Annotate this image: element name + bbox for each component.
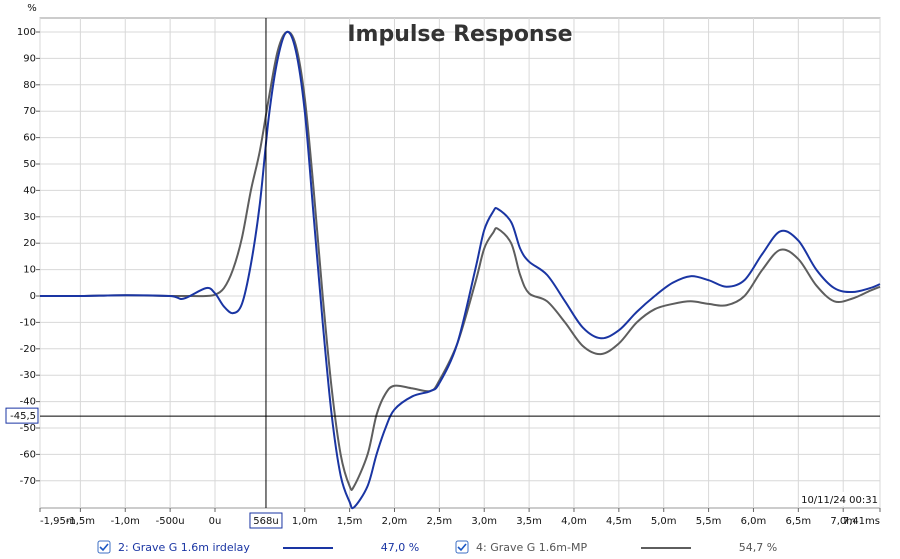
y-tick-label: -70: [20, 476, 36, 487]
y-tick-label: -10: [20, 317, 36, 328]
plot-area: [39, 17, 881, 509]
x-tick-label: 5,0m: [651, 516, 677, 527]
x-tick-label: 7,41ms: [843, 516, 880, 527]
timestamp-bg: [800, 492, 878, 506]
y-tick-label: 60: [23, 133, 36, 144]
cursor-y-label: -45,5: [10, 411, 36, 422]
legend: 2: Grave G 1.6m irdelay 47,0 % 4: Grave G …: [97, 540, 777, 554]
x-tick-label: 2,0m: [382, 516, 408, 527]
y-tick-label: 70: [23, 106, 36, 117]
y-tick-label: -50: [20, 423, 36, 434]
y-tick-label: 90: [23, 53, 36, 64]
x-tick-label: 3,0m: [471, 516, 497, 527]
x-tick-label: 3,5m: [516, 516, 542, 527]
legend-percent: 54,7 %: [739, 541, 777, 554]
cursor-y-box: [5, 407, 39, 424]
x-tick-label: 2,5m: [427, 516, 453, 527]
y-tick-label: 30: [23, 212, 36, 223]
curves: [39, 30, 881, 510]
series-line: [39, 30, 881, 510]
y-tick-label: 20: [23, 238, 36, 249]
timestamp: 10/11/24 00:31: [801, 495, 878, 506]
y-tick-label: 50: [23, 159, 36, 170]
legend-percent: 47,0 %: [381, 541, 419, 554]
x-tick-label: 1,5m: [337, 516, 363, 527]
grid: [39, 18, 881, 508]
x-tick-label: -1,5m: [66, 516, 95, 527]
y-axis-label: %: [27, 3, 37, 14]
legend-name: 4: Grave G 1.6m-MP: [476, 541, 587, 554]
x-tick-label: 1,0m: [292, 516, 318, 527]
legend-checkbox[interactable]: [97, 540, 111, 554]
x-tick-label: 6,5m: [786, 516, 812, 527]
legend-name: 2: Grave G 1.6m irdelay: [118, 541, 250, 554]
x-tick-label: -500u: [156, 516, 185, 527]
y-tick-label: -20: [20, 344, 36, 355]
x-tick-label: 4,5m: [606, 516, 632, 527]
x-tick-label: 0u: [209, 516, 222, 527]
x-tick-label: 4,0m: [561, 516, 587, 527]
legend-checkbox[interactable]: [455, 540, 469, 554]
x-tick-label: 7,0m: [830, 516, 856, 527]
cursor-x-box: [249, 512, 283, 529]
chart-title: Impulse Response: [347, 22, 572, 47]
y-tick-label: 80: [23, 80, 36, 91]
y-tick-label: 100: [17, 27, 36, 38]
x-tick-label: -1,95m: [40, 516, 76, 527]
legend-check: [457, 543, 467, 552]
cursor-x-label: 568u: [253, 516, 278, 527]
y-tick-label: 40: [23, 185, 36, 196]
y-tick-label: -40: [20, 397, 36, 408]
x-tick-label: 6,0m: [741, 516, 767, 527]
y-tick-label: 0: [30, 291, 36, 302]
x-tick-label: -1,0m: [111, 516, 140, 527]
y-tick-label: -60: [20, 449, 36, 460]
legend-check: [99, 543, 109, 552]
y-tick-label: 10: [23, 265, 36, 276]
y-tick-label: -30: [20, 370, 36, 381]
x-tick-label: 5,5m: [696, 516, 722, 527]
